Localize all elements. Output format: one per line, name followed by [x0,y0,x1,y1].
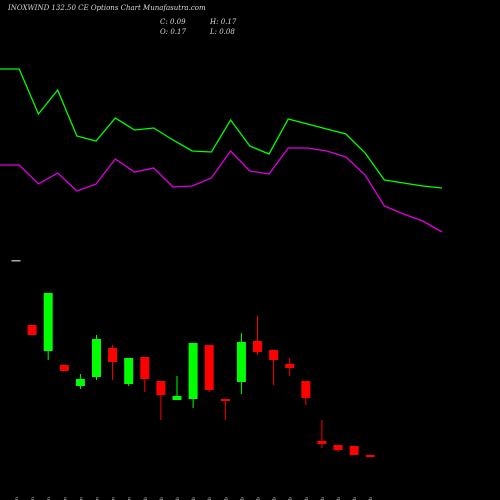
x-tick-label: 19 Feb [368,497,374,500]
candle-body [349,446,359,455]
candle-body [269,350,279,360]
candle-body [75,379,85,386]
low-label: L: 0.08 [209,28,235,36]
x-tick-label: 12 Feb [288,497,294,500]
x-tick-label: 20 Jan [30,497,36,500]
x-tick-label: 10 Feb [256,497,262,500]
candle-body [92,339,101,377]
candle-body [253,341,262,352]
x-tick-label: 09 Feb [239,497,245,500]
x-tick-label: 27 Jan [78,497,84,500]
x-tick-label: 30 Jan [127,497,133,500]
candle-body [43,293,53,351]
x-tick-label: 17 Feb [336,497,342,500]
line-series [0,147,443,233]
x-tick-label: 01 Feb [143,497,149,500]
candle-body [301,381,311,398]
candle-body [140,357,150,379]
candle-body [59,365,69,371]
candle-body [236,342,246,382]
x-tick-label: 22 Jan [46,497,52,500]
x-tick-label: 28 Jan [95,497,101,500]
candle-body [124,358,134,384]
candle-body [27,325,37,335]
high-label: H: 0.17 [209,18,237,26]
x-tick-label: 13 Feb [304,497,310,500]
candle-body [317,441,327,444]
candle-body [156,381,166,395]
candle-body [204,345,214,390]
candle-body [11,260,21,262]
chart-title: INOXWIND 132.50 CE Options Chart Munafas… [7,4,206,12]
candle-body [365,455,375,457]
candle-body [188,343,198,399]
x-tick-label: 11 Feb [272,497,278,500]
x-tick-label: 06 Feb [223,497,229,500]
candle-body [108,348,118,362]
x-tick-label: 16 Feb [320,497,326,500]
close-label: C: 0.09 [160,18,186,26]
x-tick-label: 12 Jan [14,497,20,500]
x-tick-label: 04 Feb [191,497,197,500]
candle-body [333,445,343,450]
x-tick-label: 18 Feb [352,497,358,500]
candle-body [285,364,295,368]
open-label: O: 0.17 [160,28,186,36]
x-tick-label: 03 Feb [175,497,181,500]
x-tick-label: 02 Feb [159,497,165,500]
candle-body [220,399,230,401]
line-series [0,68,443,189]
x-tick-label: 23 Jan [62,497,68,500]
candle-body [172,396,182,400]
x-tick-label: 29 Jan [111,497,117,500]
x-tick-label: 05 Feb [207,497,213,500]
